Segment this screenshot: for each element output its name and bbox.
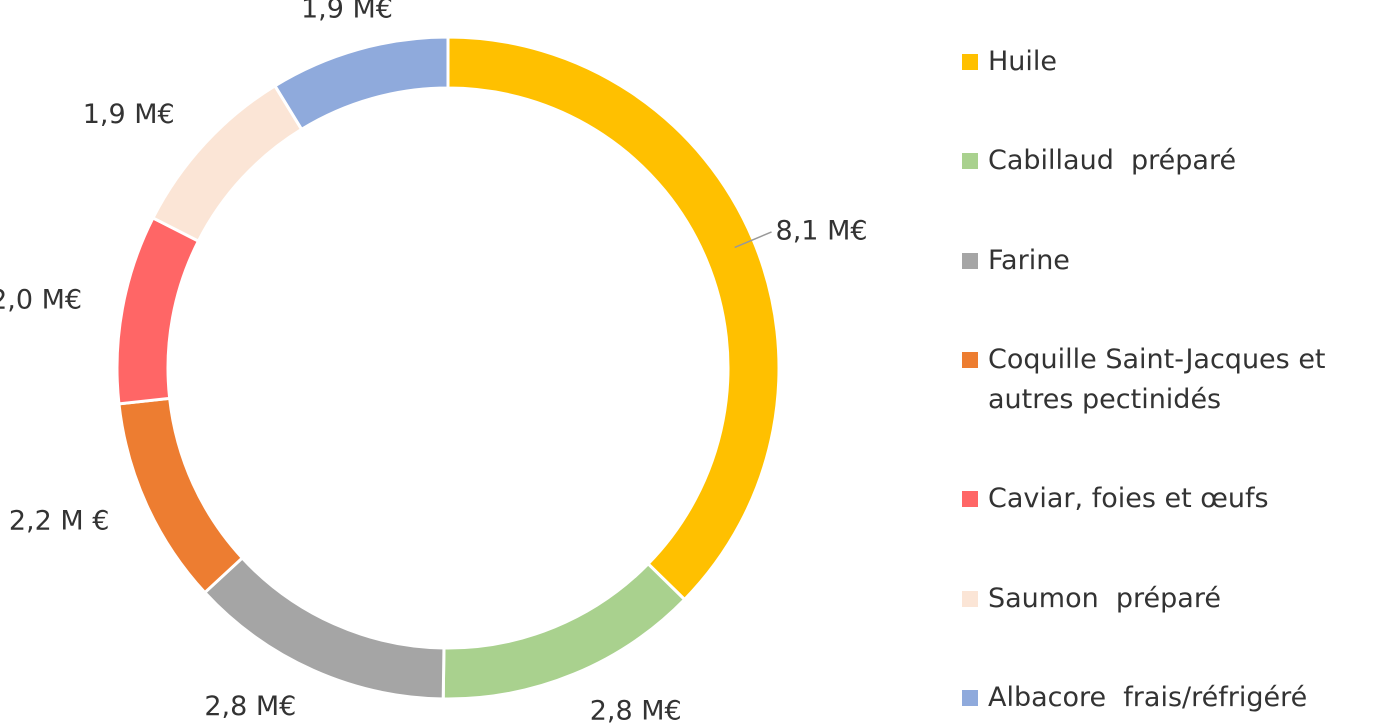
slice <box>202 555 446 701</box>
legend-item: Huile <box>962 42 1392 82</box>
data-label: 1,9 M€ <box>83 99 175 130</box>
leader-line <box>734 231 772 249</box>
slice <box>115 215 201 406</box>
data-label: 2,2 M € <box>9 506 110 537</box>
legend-swatch <box>962 153 978 170</box>
legend-item: Coquille Saint-Jacques et autres pectini… <box>962 340 1392 420</box>
legend: Huile Cabillaud préparé Farine Coquille Sai… <box>962 42 1392 718</box>
legend-swatch <box>962 252 978 269</box>
legend-item: Caviar, foies et œufs <box>962 479 1392 519</box>
data-label: 2,8 M€ <box>590 695 682 726</box>
slice <box>117 396 245 595</box>
data-label: 2,0 M€ <box>0 285 82 316</box>
legend-swatch <box>962 590 978 607</box>
donut-area: 8,1 M€ 2,8 M€ 2,8 M€ 2,2 M € 2,0 M€ 1,9 M€ 1,9… <box>0 0 868 726</box>
slice <box>272 35 450 132</box>
legend-label: Huile <box>988 46 1058 77</box>
legend-swatch <box>962 491 978 508</box>
legend-label: Caviar, foies et œufs <box>988 483 1269 515</box>
slice <box>150 83 304 244</box>
slice <box>446 35 781 602</box>
legend-item: Cabillaud préparé <box>962 141 1392 181</box>
data-label: 2,8 M€ <box>204 691 296 722</box>
legend-swatch <box>962 689 978 706</box>
slice <box>441 561 687 701</box>
legend-label: Saumon préparé <box>988 582 1221 614</box>
legend-item: Saumon préparé <box>962 579 1392 619</box>
legend-swatch <box>962 351 978 368</box>
legend-label: Farine <box>988 244 1070 276</box>
legend-label: Coquille Saint-Jacques et autres pectini… <box>988 343 1335 415</box>
data-label: 1,9 M€ <box>301 0 393 24</box>
legend-label: Cabillaud préparé <box>988 145 1237 177</box>
legend-item: Farine <box>962 241 1392 281</box>
legend-swatch <box>962 54 978 70</box>
legend-item: Albacore frais/réfrigéré <box>962 678 1392 718</box>
data-label: 8,1 M€ <box>776 215 868 246</box>
legend-label: Albacore frais/réfrigéré <box>988 681 1308 713</box>
